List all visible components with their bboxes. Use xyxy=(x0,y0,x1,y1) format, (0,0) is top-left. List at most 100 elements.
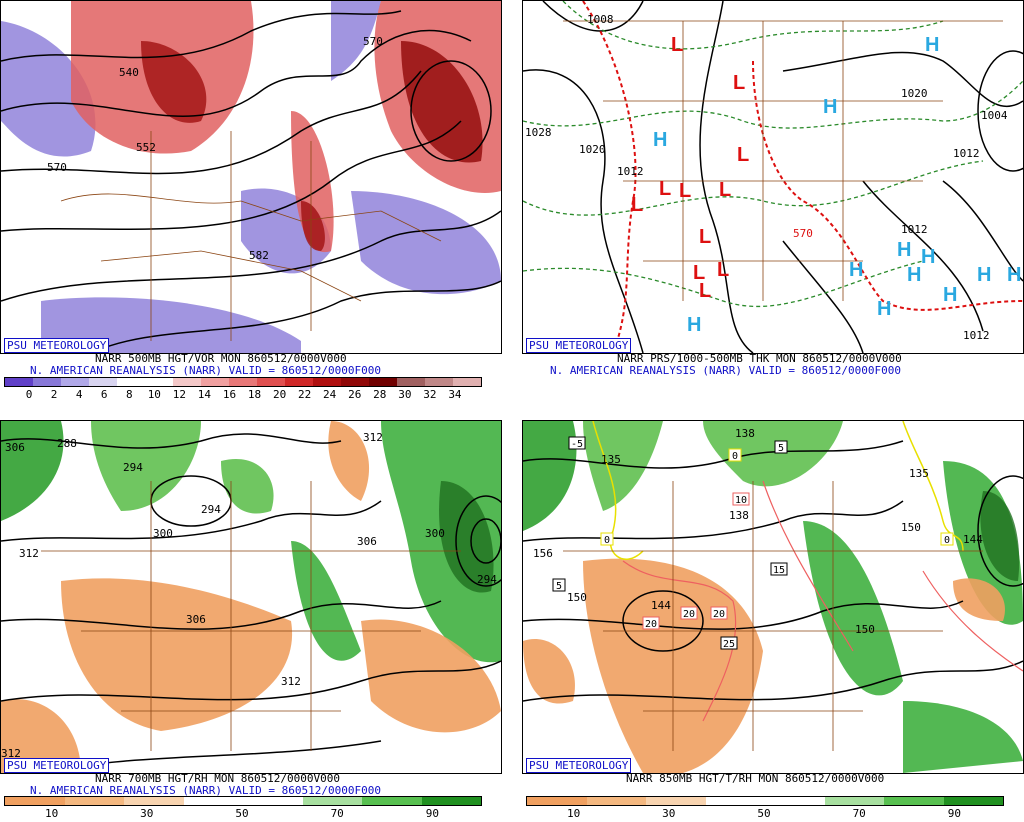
contour-label: 540 xyxy=(119,66,139,79)
contour-label: 1012 xyxy=(963,329,990,342)
contour-label: 1020 xyxy=(579,143,606,156)
contour-label: 306 xyxy=(357,535,377,548)
temperature-label: 25 xyxy=(723,639,735,650)
colorbar-swatch xyxy=(257,378,285,386)
colorbar-swatch xyxy=(646,797,706,805)
contour-label: 300 xyxy=(153,527,173,540)
colorbar-tick-label: 8 xyxy=(125,388,133,401)
colorbar-swatch xyxy=(425,378,453,386)
colorbar-swatch xyxy=(302,797,362,805)
colorbar-tick-label: 12 xyxy=(172,388,186,401)
contour-label: 294 xyxy=(201,503,221,516)
high-pressure-symbol: H xyxy=(687,314,701,336)
colorbar-tick-label: 24 xyxy=(323,388,337,401)
panel-850mb-t-rh: 135 156 150 144 138 135 150 150 144 138 … xyxy=(522,420,1024,822)
colorbar-tick-label: 22 xyxy=(298,388,312,401)
contour-label: 1004 xyxy=(981,109,1008,122)
colorbar-swatch xyxy=(124,797,184,805)
colorbar-swatch xyxy=(824,797,884,805)
low-pressure-symbol: L xyxy=(719,179,731,201)
temperature-label: 20 xyxy=(683,609,695,620)
colorbar xyxy=(4,796,482,806)
colorbar-swatch xyxy=(89,378,117,386)
high-pressure-symbol: H xyxy=(977,264,991,286)
contour-label: 294 xyxy=(123,461,143,474)
temperature-label: 10 xyxy=(735,495,747,506)
low-pressure-symbol: L xyxy=(693,262,705,284)
contour-label: 135 xyxy=(601,453,621,466)
contour-label: 1008 xyxy=(587,13,614,26)
colorbar-swatch xyxy=(64,797,124,805)
high-pressure-symbol: H xyxy=(943,284,957,306)
colorbar-tick-label: 90 xyxy=(947,807,962,820)
colorbar-tick-label: 50 xyxy=(235,807,249,820)
source-badge: PSU METEOROLOGY xyxy=(4,758,110,773)
colorbar-tick-label: 30 xyxy=(398,388,412,401)
contour-label: 1012 xyxy=(901,223,928,236)
source-badge: PSU METEOROLOGY xyxy=(526,758,632,773)
panel-700mb-rh: 288 294 294 300 306 312 306 300 312 312 … xyxy=(0,420,502,822)
contour-label: 312 xyxy=(281,675,301,688)
map-subtitle: N. AMERICAN REANALYSIS (NARR) VALID = 86… xyxy=(30,364,381,377)
colorbar-swatch xyxy=(369,378,397,386)
colorbar-tick-label: 30 xyxy=(662,807,676,820)
map-pressure: 1008 1020 1012 1004 1012 1028 1020 1012 … xyxy=(522,0,1024,354)
colorbar-tick-label: 2 xyxy=(50,388,58,401)
colorbar-swatch xyxy=(943,797,1003,805)
contour-label: 150 xyxy=(855,623,875,636)
contour-label: 135 xyxy=(909,467,929,480)
low-pressure-symbol: L xyxy=(733,72,745,94)
temperature-label: 15 xyxy=(773,565,785,576)
colorbar-tick-label: 6 xyxy=(100,388,108,401)
colorbar-tick-label: 70 xyxy=(852,807,866,820)
colorbar-swatch xyxy=(145,378,173,386)
colorbar-swatch xyxy=(173,378,201,386)
map-title: NARR 700MB HGT/RH MON 860512/0000V000 xyxy=(95,772,341,785)
colorbar-swatch xyxy=(183,797,243,805)
contour-label: 156 xyxy=(533,547,553,560)
contour-label: 294 xyxy=(477,573,497,586)
colorbar-tick-label: 30 xyxy=(140,807,154,820)
contour-label: 144 xyxy=(963,533,983,546)
colorbar xyxy=(4,377,482,387)
colorbar xyxy=(526,796,1004,806)
colorbar-tick-label: 10 xyxy=(566,807,581,820)
contour-label: 1028 xyxy=(525,126,552,139)
colorbar-swatch xyxy=(362,797,422,805)
colorbar-tick-label: 50 xyxy=(757,807,771,820)
contour-label: 288 xyxy=(57,437,77,450)
contour-label: 312 xyxy=(19,547,39,560)
colorbar-swatch xyxy=(527,797,587,805)
contour-label: 306 xyxy=(186,613,206,626)
contour-label: 150 xyxy=(567,591,587,604)
low-pressure-symbol: L xyxy=(737,144,749,166)
colorbar-swatch xyxy=(61,378,89,386)
high-pressure-symbol: H xyxy=(921,246,935,268)
colorbar-swatch xyxy=(5,797,65,805)
colorbar-swatch xyxy=(201,378,229,386)
contour-label: 1012 xyxy=(953,147,980,160)
colorbar-swatch xyxy=(453,378,481,386)
colorbar-tick-label: 4 xyxy=(75,388,83,401)
high-pressure-symbol: H xyxy=(1007,264,1021,286)
contour-label: 552 xyxy=(136,141,156,154)
low-pressure-symbol: L xyxy=(699,280,711,302)
colorbar-swatch xyxy=(313,378,341,386)
temperature-label: 5 xyxy=(556,581,562,592)
temperature-label: 0 xyxy=(604,535,610,546)
contour-label: 300 xyxy=(425,527,445,540)
low-pressure-symbol: L xyxy=(699,226,711,248)
colorbar-swatch xyxy=(5,378,33,386)
high-pressure-symbol: H xyxy=(823,96,837,118)
colorbar-tick-label: 90 xyxy=(425,807,440,820)
colorbar-swatch xyxy=(285,378,313,386)
colorbar-tick-label: 16 xyxy=(222,388,237,401)
contour-label: 1012 xyxy=(617,165,644,178)
colorbar-swatch xyxy=(33,378,61,386)
colorbar-swatch xyxy=(586,797,646,805)
map-subtitle: N. AMERICAN REANALYSIS (NARR) VALID = 86… xyxy=(30,784,381,797)
temperature-label: -5 xyxy=(571,439,583,450)
high-pressure-symbol: H xyxy=(849,259,863,281)
colorbar-tick-label: 20 xyxy=(272,388,287,401)
source-badge: PSU METEOROLOGY xyxy=(526,338,632,353)
